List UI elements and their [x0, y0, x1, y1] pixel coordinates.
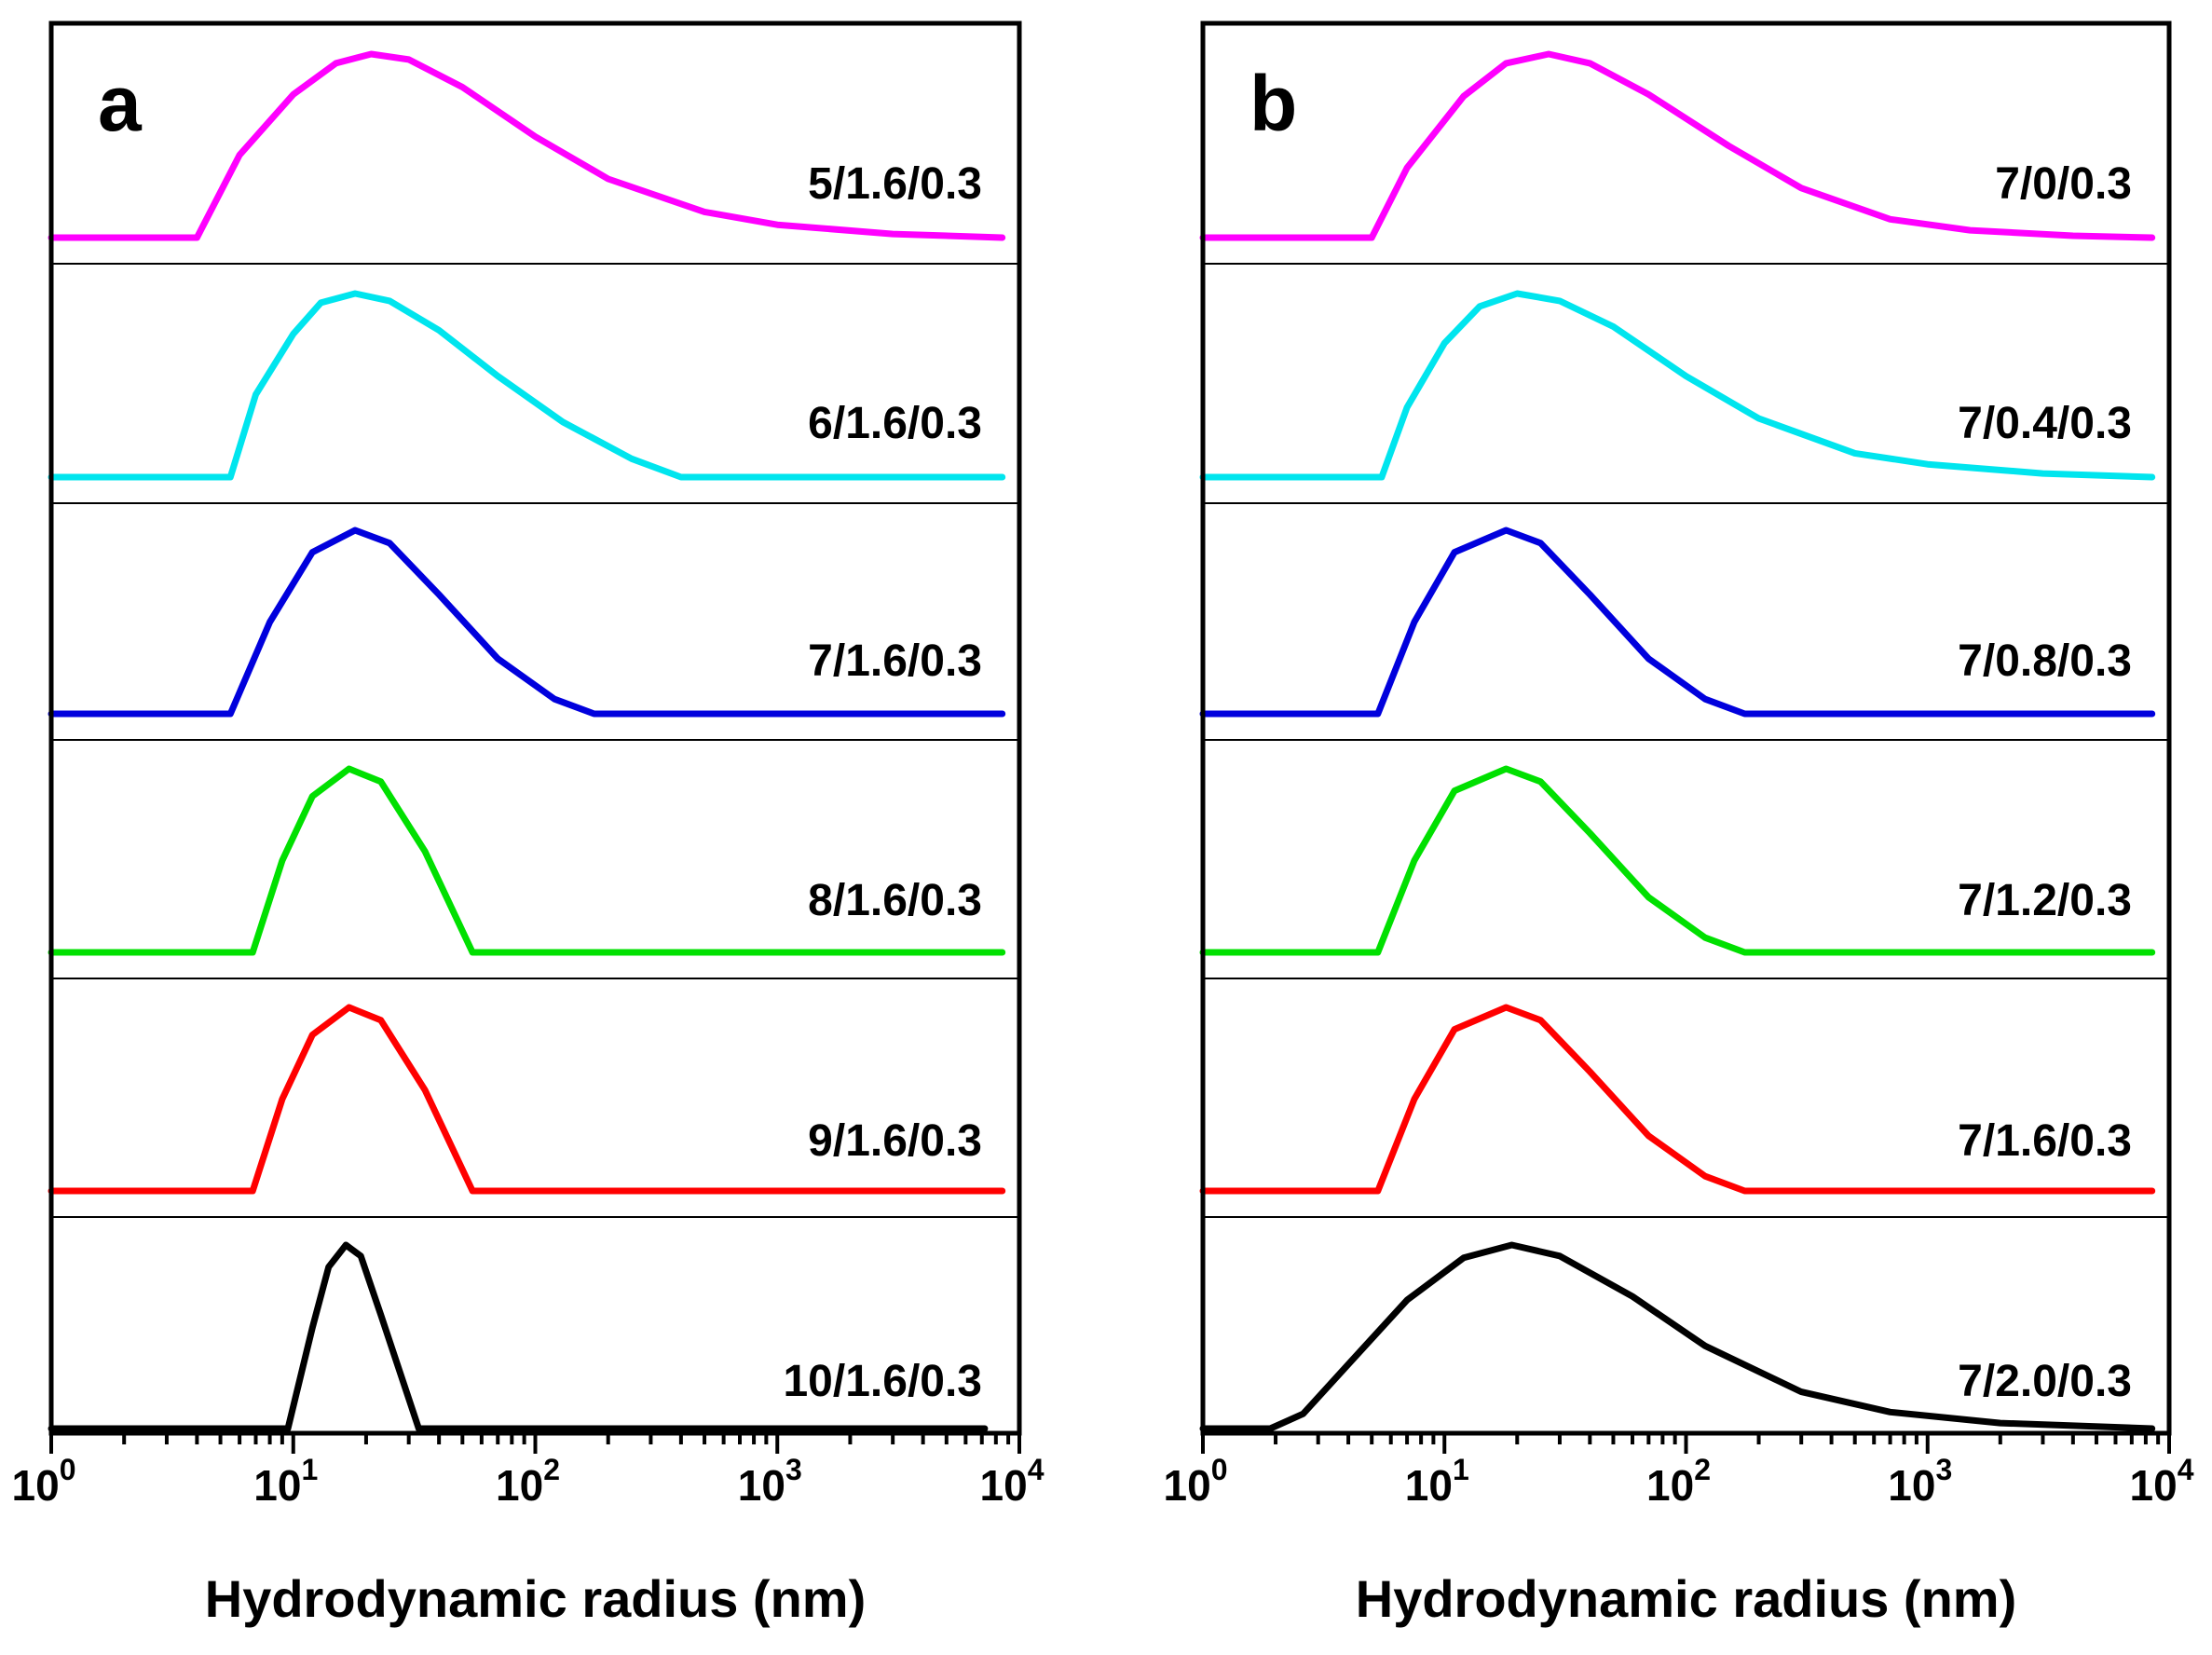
- panel-a-series-label-2: 6/1.6/0.3: [808, 399, 982, 448]
- panel-b-series-label-4: 7/1.2/0.3: [1958, 876, 2132, 925]
- panel-a-series-label-6: 10/1.6/0.3: [783, 1357, 982, 1406]
- panel-a-tick-label-3: 103: [738, 1453, 802, 1510]
- panel-b-series-label-3: 7/0.8/0.3: [1958, 636, 2132, 686]
- panel-a-tick-label-1: 101: [253, 1453, 318, 1510]
- panel-b-letter: b: [1249, 60, 1297, 147]
- panel-a: 5/1.6/0.3 6/1.6/0.3 7/1.6/0.3 8/1.6/0.3 9/1.…: [12, 21, 1045, 1628]
- panel-a-curve-7-1.6-0.3: [48, 527, 1006, 718]
- panel-a-tick-label-0: 100: [12, 1453, 76, 1510]
- panel-b-x-axis-title: Hydrodynamic radius (nm): [1356, 1569, 2016, 1628]
- panel-b-tick-label-4: 104: [2130, 1453, 2194, 1510]
- panel-a-series-label-4: 8/1.6/0.3: [808, 876, 982, 925]
- panel-a-x-axis-title: Hydrodynamic radius (nm): [205, 1569, 866, 1628]
- panel-a-curve-6-1.6-0.3: [48, 290, 1006, 481]
- panel-b-curve-7-0.4-0.3: [1199, 290, 2156, 481]
- panel-b-series-label-1: 7/0/0.3: [1995, 159, 2132, 209]
- panel-b-curve-7-0-0.3: [1199, 50, 2156, 241]
- panel-a-series-label-5: 9/1.6/0.3: [808, 1116, 982, 1166]
- panel-b-series-label-6: 7/2.0/0.3: [1958, 1357, 2132, 1406]
- panel-b-curve-7-0.8-0.3: [1199, 527, 2156, 718]
- panel-a-curve-9-1.6-0.3: [48, 1004, 1006, 1195]
- panel-a-curve-8-1.6-0.3: [48, 765, 1006, 956]
- panel-a-tick-label-4: 104: [980, 1453, 1045, 1510]
- panel-b: 7/0/0.3 7/0.4/0.3 7/0.8/0.3 7/1.2/0.3 7/1.6/…: [1164, 21, 2194, 1628]
- panel-a-curve-10-1.6-0.3: [48, 1241, 989, 1432]
- panel-b-curve-7-1.6-0.3: [1199, 1004, 2156, 1195]
- panel-b-tick-label-1: 101: [1405, 1453, 1469, 1510]
- panel-b-tick-label-3: 103: [1888, 1453, 1952, 1510]
- panel-a-series-label-1: 5/1.6/0.3: [808, 159, 982, 209]
- panel-a-series-label-3: 7/1.6/0.3: [808, 636, 982, 686]
- panel-a-letter: a: [98, 60, 143, 147]
- panel-a-tick-label-2: 102: [496, 1453, 560, 1510]
- panel-b-tick-label-2: 102: [1646, 1453, 1711, 1510]
- panel-b-curve-7-2.0-0.3: [1199, 1241, 2156, 1432]
- panel-a-curve-5-1.6-0.3: [48, 50, 1006, 241]
- panel-b-tick-label-0: 100: [1164, 1453, 1228, 1510]
- panel-b-curve-7-1.2-0.3: [1199, 765, 2156, 956]
- panel-b-series-label-2: 7/0.4/0.3: [1958, 399, 2132, 448]
- panel-b-series-label-5: 7/1.6/0.3: [1958, 1116, 2132, 1166]
